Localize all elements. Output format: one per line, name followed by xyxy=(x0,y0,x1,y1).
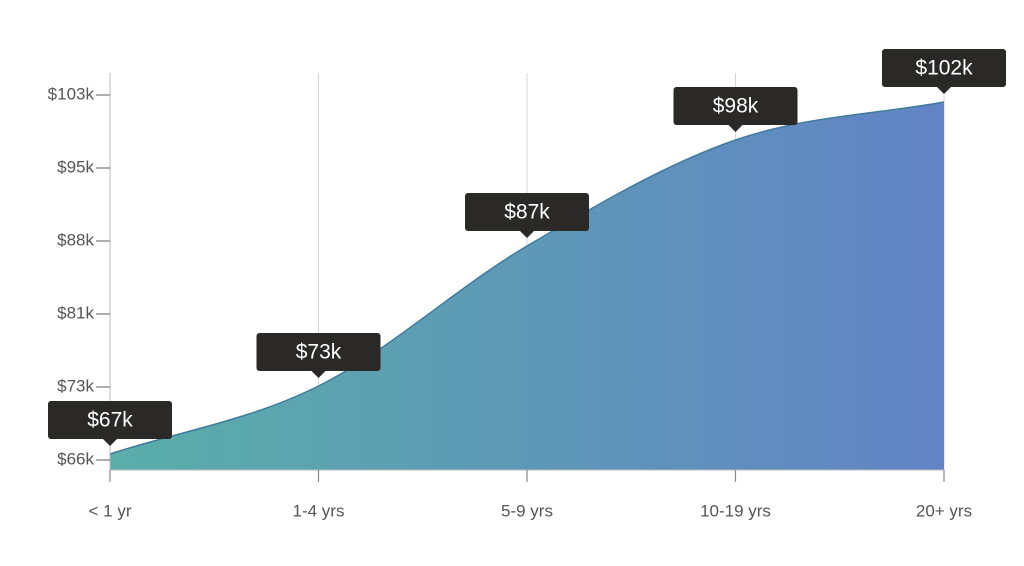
y-tick-label: $73k xyxy=(57,376,94,395)
area xyxy=(110,102,944,470)
value-label-box xyxy=(673,87,798,125)
y-tick-label: $88k xyxy=(57,230,94,249)
x-tick-label: 10-19 yrs xyxy=(700,501,771,520)
value-label: $102k xyxy=(915,57,973,80)
value-label: $67k xyxy=(87,409,133,432)
x-tick-label: 5-9 yrs xyxy=(501,501,553,520)
value-label-box xyxy=(465,193,589,231)
value-label-pointer xyxy=(937,87,951,94)
x-tick-label: < 1 yr xyxy=(89,501,132,520)
value-label-box xyxy=(48,401,172,439)
y-tick-label: $81k xyxy=(57,303,94,322)
value-label-pointer xyxy=(311,371,326,378)
y-tick-label: $95k xyxy=(57,157,94,176)
value-label-pointer xyxy=(728,125,743,132)
value-label-pointer xyxy=(520,231,534,238)
value-label-box xyxy=(256,333,381,371)
value-label-box xyxy=(882,49,1006,87)
x-tick-label: 1-4 yrs xyxy=(293,501,345,520)
y-tick-label: $103k xyxy=(48,84,95,103)
value-label: $73k xyxy=(296,341,342,364)
value-label-pointer xyxy=(103,439,117,446)
y-tick-label: $66k xyxy=(57,449,94,468)
x-tick-label: 20+ yrs xyxy=(916,501,972,520)
value-label: $98k xyxy=(713,95,759,118)
value-label: $87k xyxy=(504,201,550,224)
